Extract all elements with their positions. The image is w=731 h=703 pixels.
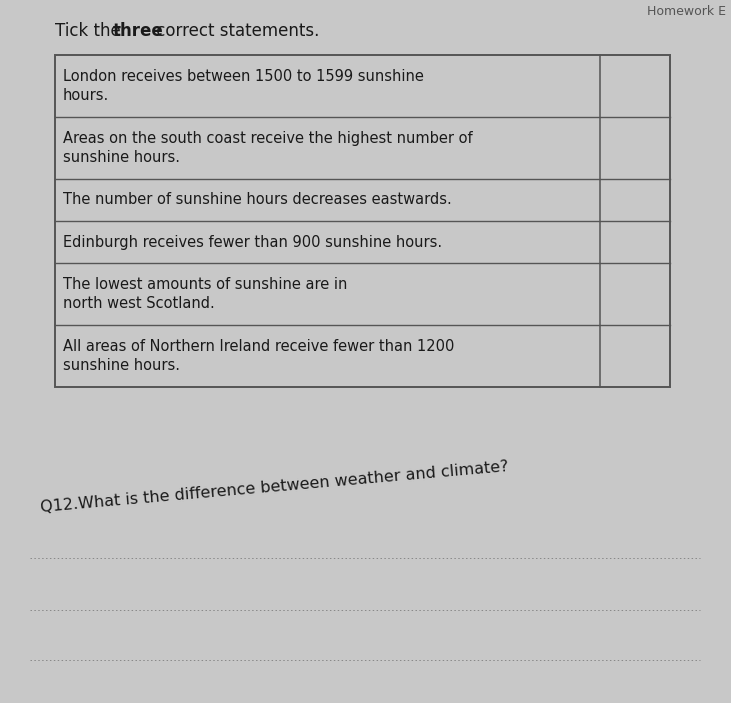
Bar: [55, 55, 670, 387]
Text: The number of sunshine hours decreases eastwards.: The number of sunshine hours decreases e…: [63, 193, 452, 207]
Text: London receives between 1500 to 1599 sunshine
hours.: London receives between 1500 to 1599 sun…: [63, 69, 424, 103]
Text: Homework E: Homework E: [647, 5, 726, 18]
Text: correct statements.: correct statements.: [151, 22, 319, 40]
Text: Areas on the south coast receive the highest number of
sunshine hours.: Areas on the south coast receive the hig…: [63, 131, 473, 165]
Text: Q12.What is the difference between weather and climate?: Q12.What is the difference between weath…: [40, 459, 510, 515]
Text: The lowest amounts of sunshine are in
north west Scotland.: The lowest amounts of sunshine are in no…: [63, 277, 347, 311]
Text: three: three: [113, 22, 164, 40]
Text: Tick the: Tick the: [55, 22, 126, 40]
Text: Edinburgh receives fewer than 900 sunshine hours.: Edinburgh receives fewer than 900 sunshi…: [63, 235, 442, 250]
Text: All areas of Northern Ireland receive fewer than 1200
sunshine hours.: All areas of Northern Ireland receive fe…: [63, 339, 455, 373]
